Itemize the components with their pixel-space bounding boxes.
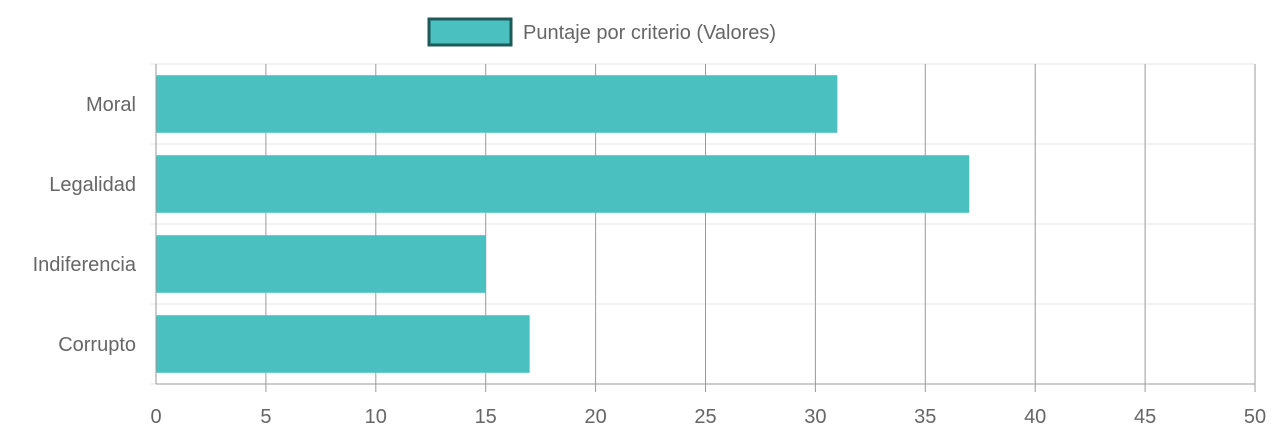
bar-moral[interactable] — [156, 75, 838, 133]
x-tick-label: 40 — [1024, 406, 1046, 428]
y-tick-label: Moral — [86, 94, 136, 116]
legend[interactable]: Puntaje por criterio (Valores) — [427, 17, 776, 47]
x-tick-label: 0 — [150, 406, 161, 428]
y-tick-label: Legalidad — [49, 174, 136, 196]
x-tick-label: 20 — [584, 406, 606, 428]
bar-indiferencia[interactable] — [156, 235, 486, 293]
bar-corrupto[interactable] — [156, 315, 530, 373]
x-tick-label: 45 — [1134, 406, 1156, 428]
legend-swatch[interactable] — [427, 17, 513, 47]
x-tick-label: 35 — [914, 406, 936, 428]
x-tick-label: 15 — [475, 406, 497, 428]
x-tick-label: 5 — [260, 406, 271, 428]
y-tick-label: Corrupto — [58, 334, 136, 356]
x-tick-label: 10 — [365, 406, 387, 428]
x-tick-label: 30 — [804, 406, 826, 428]
x-tick-label: 25 — [694, 406, 716, 428]
x-tick-label: 50 — [1244, 406, 1266, 428]
y-tick-label: Indiferencia — [33, 254, 137, 276]
axes: 0 5 10 15 20 25 30 35 40 45 50 Moral Legalidad Indife… — [33, 64, 1266, 428]
legend-label[interactable]: Puntaje por criterio (Valores) — [523, 22, 776, 44]
bar-legalidad[interactable] — [156, 155, 970, 213]
bars — [156, 75, 970, 373]
